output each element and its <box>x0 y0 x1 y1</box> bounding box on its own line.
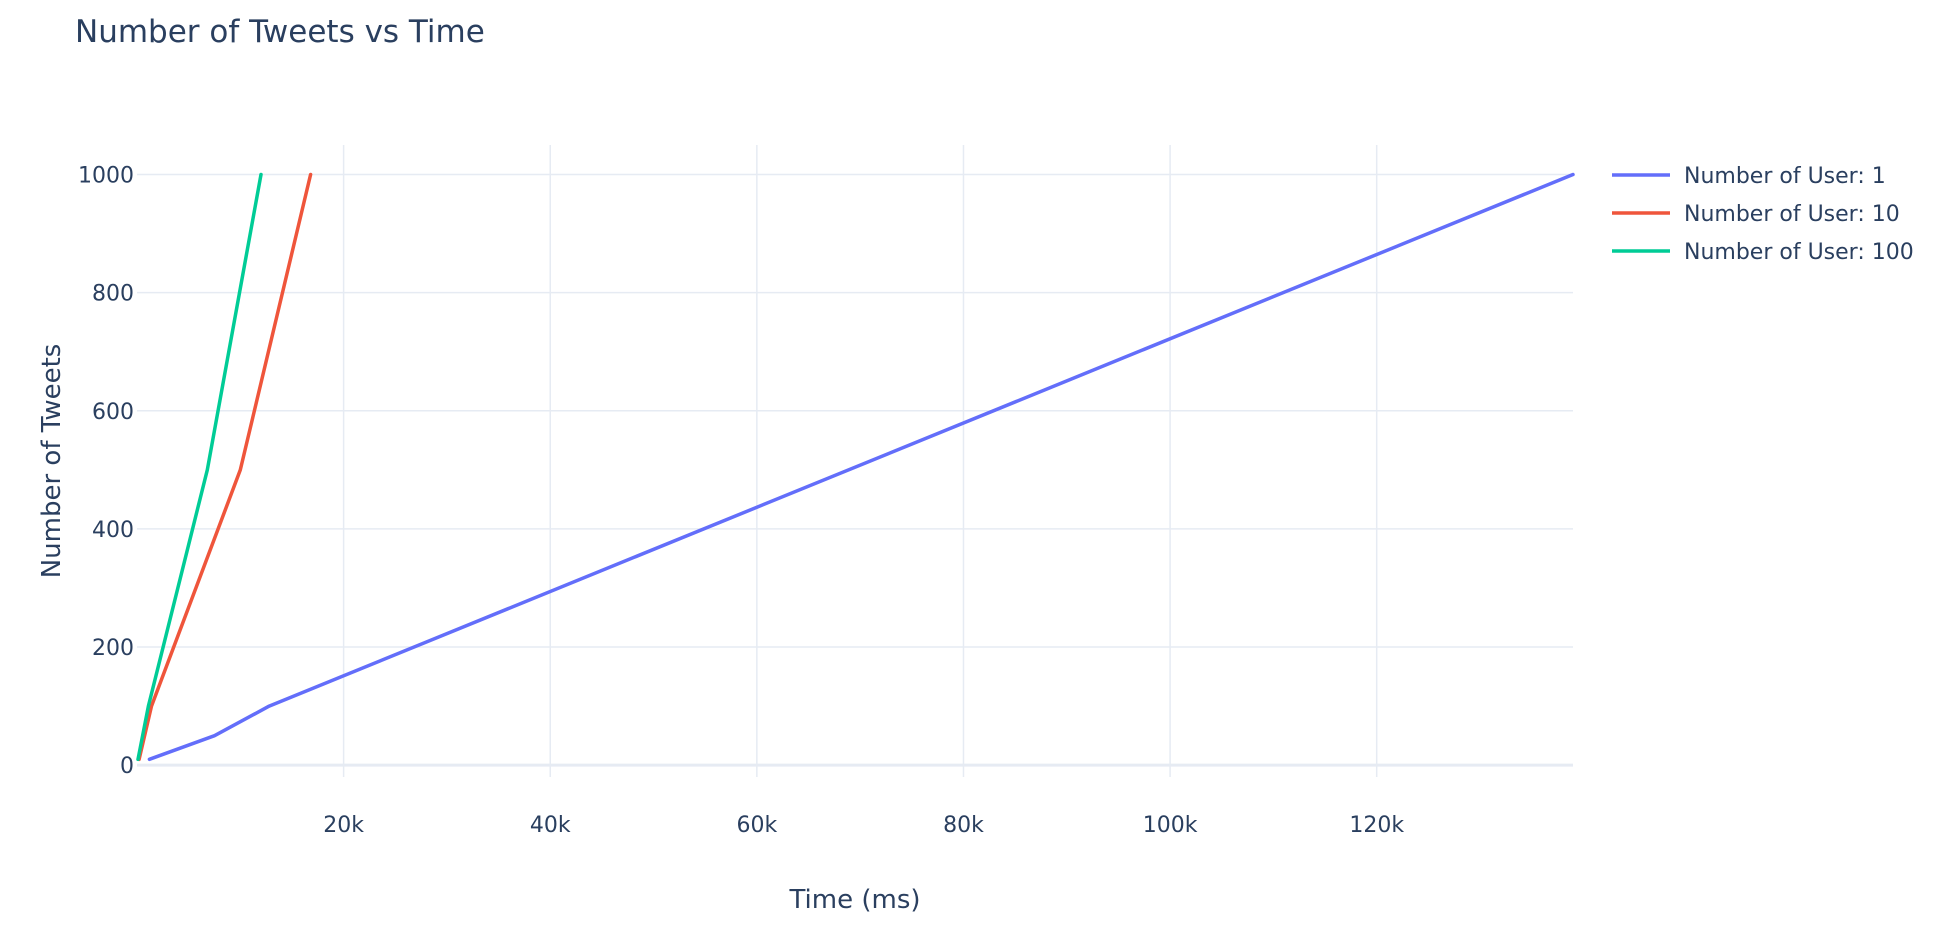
series-line-2 <box>137 172 313 762</box>
y-tick-label: 400 <box>92 518 134 543</box>
legend-item[interactable]: Number of User: 1 <box>1612 164 1886 189</box>
y-tick-label: 0 <box>120 754 134 779</box>
x-tick-label: 60k <box>736 813 777 838</box>
chart-title: Number of Tweets vs Time <box>75 14 485 50</box>
y-tick-label: 600 <box>92 400 134 425</box>
y-tick-label: 1000 <box>78 164 134 189</box>
legend-item[interactable]: Number of User: 10 <box>1612 202 1900 227</box>
x-axis-title: Time (ms) <box>788 885 920 915</box>
legend-item[interactable]: Number of User: 100 <box>1612 240 1914 265</box>
series-line-3 <box>136 172 263 762</box>
x-axis-ticks: 20k 40k 60k 80k 100k 120k <box>323 813 1404 838</box>
legend[interactable]: Number of User: 1 Number of User: 10 Numbe… <box>1612 164 1914 265</box>
x-tick-label: 20k <box>323 813 364 838</box>
y-axis-title: Number of Tweets <box>37 344 67 579</box>
x-tick-label: 120k <box>1349 813 1404 838</box>
x-tick-label: 100k <box>1143 813 1198 838</box>
plot-series <box>136 172 1575 762</box>
y-axis-ticks: 0 200 400 600 800 1000 <box>78 164 134 780</box>
legend-label: Number of User: 100 <box>1684 240 1914 265</box>
y-tick-label: 800 <box>92 282 134 307</box>
legend-label: Number of User: 10 <box>1684 202 1900 227</box>
y-tick-label: 200 <box>92 636 134 661</box>
series-line-1 <box>147 172 1575 762</box>
grid-lines <box>137 145 1573 777</box>
x-tick-label: 40k <box>530 813 571 838</box>
legend-label: Number of User: 1 <box>1684 164 1886 189</box>
x-tick-label: 80k <box>943 813 984 838</box>
